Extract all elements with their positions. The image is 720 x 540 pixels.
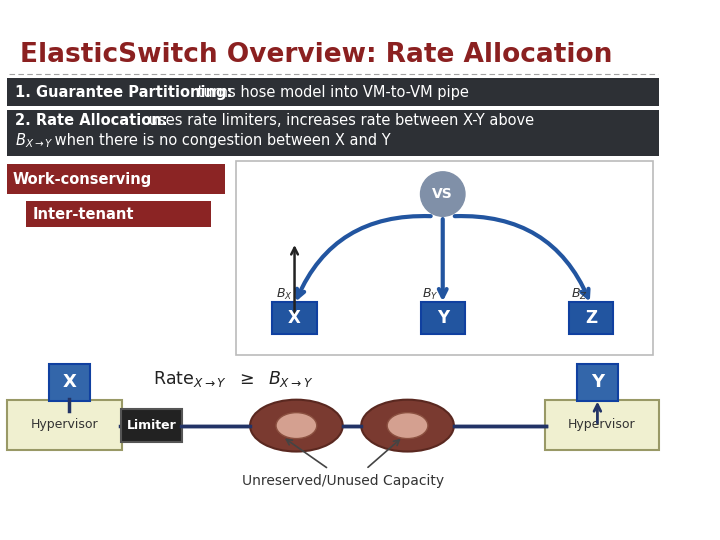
Text: turns hose model into VM-to-VM pipe: turns hose model into VM-to-VM pipe — [193, 85, 469, 100]
Text: Rate$_{X \rightarrow Y}$  $\geq$  $B_{X \rightarrow Y}$: Rate$_{X \rightarrow Y}$ $\geq$ $B_{X \r… — [153, 369, 313, 389]
Text: VS: VS — [433, 187, 453, 201]
FancyBboxPatch shape — [577, 363, 618, 401]
Text: $B_Y$: $B_Y$ — [423, 287, 439, 302]
FancyBboxPatch shape — [236, 161, 653, 355]
Ellipse shape — [387, 413, 428, 438]
FancyBboxPatch shape — [420, 302, 465, 334]
Text: Y: Y — [436, 309, 449, 327]
Ellipse shape — [250, 400, 343, 451]
Text: Y: Y — [591, 373, 604, 391]
FancyBboxPatch shape — [544, 400, 660, 450]
Text: X: X — [288, 309, 301, 327]
Text: 2. Rate Allocation:: 2. Rate Allocation: — [15, 113, 168, 129]
Ellipse shape — [276, 413, 317, 438]
Ellipse shape — [361, 400, 454, 451]
Text: Inter-tenant: Inter-tenant — [32, 207, 134, 222]
Text: 1. Guarantee Partitioning:: 1. Guarantee Partitioning: — [15, 85, 232, 100]
Text: Unreserved/Unused Capacity: Unreserved/Unused Capacity — [242, 474, 444, 488]
Text: Hypervisor: Hypervisor — [568, 418, 636, 431]
FancyBboxPatch shape — [7, 400, 122, 450]
FancyBboxPatch shape — [7, 110, 660, 156]
FancyBboxPatch shape — [49, 363, 90, 401]
FancyBboxPatch shape — [26, 201, 211, 227]
Text: when there is no congestion between X and Y: when there is no congestion between X an… — [50, 133, 391, 148]
Text: X: X — [63, 373, 76, 391]
Text: Z: Z — [585, 309, 597, 327]
Text: $B_{X\rightarrow Y}$: $B_{X\rightarrow Y}$ — [15, 131, 53, 150]
Text: Work-conserving: Work-conserving — [13, 172, 152, 187]
FancyBboxPatch shape — [7, 78, 660, 106]
Text: $B_Z$: $B_Z$ — [570, 287, 588, 302]
Text: ElasticSwitch Overview: Rate Allocation: ElasticSwitch Overview: Rate Allocation — [20, 42, 613, 68]
FancyBboxPatch shape — [569, 302, 613, 334]
FancyBboxPatch shape — [272, 302, 317, 334]
Text: $B_X$: $B_X$ — [276, 287, 293, 302]
FancyBboxPatch shape — [7, 164, 225, 194]
Text: Limiter: Limiter — [127, 419, 177, 432]
Circle shape — [420, 172, 465, 217]
Text: Hypervisor: Hypervisor — [31, 418, 99, 431]
Text: uses rate limiters, increases rate between X-Y above: uses rate limiters, increases rate betwe… — [143, 113, 534, 129]
FancyBboxPatch shape — [122, 409, 182, 442]
